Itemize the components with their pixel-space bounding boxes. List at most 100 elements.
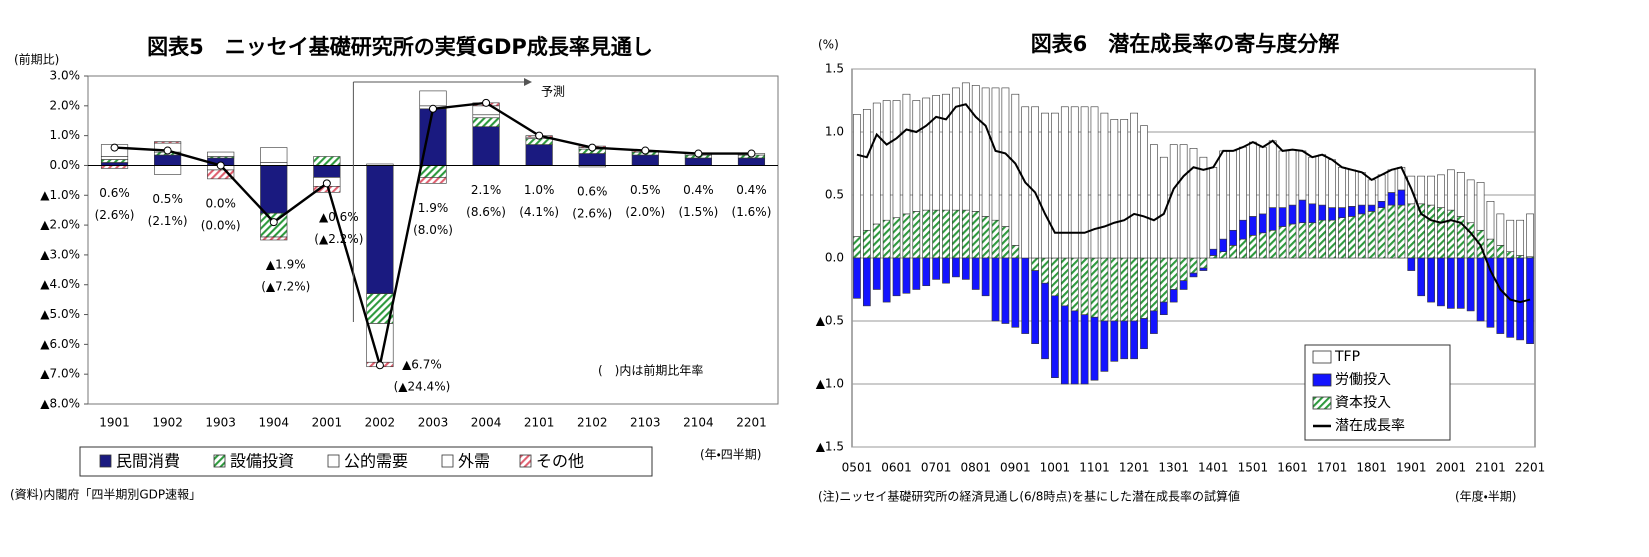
bar-segment	[1130, 112, 1138, 259]
legend-label: 設備投資	[230, 452, 294, 471]
legend-swatch	[1312, 350, 1332, 364]
bar-segment	[1288, 149, 1297, 206]
bar-segment	[1268, 207, 1277, 231]
bar-segment	[1486, 238, 1495, 259]
bar-segment	[1239, 238, 1247, 259]
bar-segment	[1249, 216, 1257, 236]
bar-segment	[1159, 257, 1168, 303]
annualized-label: (▲24.4%)	[394, 380, 451, 394]
bar-segment	[1466, 257, 1475, 312]
bar-segment	[952, 209, 960, 259]
bar-segment	[1120, 257, 1129, 322]
bar-segment	[1051, 295, 1059, 378]
bar-segment	[1080, 106, 1089, 259]
y-tick-label: 1.0%	[50, 128, 81, 142]
bar-segment	[472, 114, 500, 119]
bar-segment	[1229, 245, 1237, 259]
legend-swatch	[441, 454, 454, 468]
bar-segment	[1070, 257, 1079, 312]
x-tick-label: 2001	[312, 416, 343, 430]
line-point	[216, 161, 225, 170]
bar-segment	[1456, 172, 1465, 217]
bar-segment	[207, 169, 235, 180]
bar-segment	[1031, 257, 1039, 271]
x-tick-label: 1801	[1356, 461, 1387, 475]
bar-segment	[991, 257, 1000, 322]
bar-segment	[313, 165, 341, 178]
bar-segment	[1189, 148, 1198, 259]
bar-segment	[1437, 174, 1445, 208]
legend-swatch	[1312, 373, 1332, 387]
bar-segment	[1060, 257, 1069, 307]
x-label: (年・四半期)	[700, 448, 761, 462]
bar-segment	[1496, 245, 1505, 259]
bar-segment	[1348, 216, 1356, 259]
bar-segment	[1377, 207, 1386, 259]
annualized-label: (8.6%)	[466, 205, 506, 219]
bar-segment	[1377, 174, 1386, 202]
bar-segment	[1090, 316, 1099, 381]
bar-segment	[1060, 305, 1069, 385]
x-tick-label: 2104	[683, 416, 714, 430]
legend-label: 公的需要	[344, 452, 408, 471]
annotation: 予測	[541, 85, 565, 99]
bar-segment	[1001, 257, 1010, 324]
bar-segment	[1100, 257, 1109, 322]
bar-segment	[1209, 248, 1218, 256]
bar-segment	[1308, 203, 1317, 224]
y-tick-label: 0.0	[825, 251, 844, 265]
bar-segment	[472, 105, 500, 116]
value-label: ▲0.6%	[319, 210, 359, 224]
value-label: ▲6.7%	[402, 358, 442, 372]
bar-segment	[1506, 257, 1515, 338]
bar-segment	[1189, 257, 1198, 274]
bar-segment	[1288, 204, 1297, 225]
bar-segment	[1446, 257, 1455, 309]
bar-segment	[853, 114, 861, 237]
y-tick-label: ▲1.5	[816, 440, 844, 454]
x-tick-label: 2004	[471, 416, 502, 430]
bar-segment	[1130, 320, 1138, 360]
bar-segment	[578, 153, 606, 166]
bar-segment	[912, 100, 921, 212]
bar-segment	[961, 82, 970, 211]
bar-segment	[154, 165, 182, 175]
legend-swatch	[327, 454, 340, 468]
bar-segment	[472, 126, 500, 166]
bar-segment	[932, 209, 941, 259]
bar-segment	[1130, 257, 1138, 322]
bar-segment	[1476, 182, 1485, 231]
x-tick-label: 1201	[1119, 461, 1150, 475]
y-tick-label: ▲8.0%	[40, 397, 80, 411]
bar-segment	[1249, 141, 1257, 217]
value-label: ▲1.9%	[266, 258, 306, 272]
bar-segment	[1387, 204, 1396, 259]
bar-segment	[419, 90, 447, 107]
note: ( )内は前期比年率	[598, 363, 703, 378]
bar-segment	[932, 257, 941, 280]
bar-segment	[1041, 257, 1049, 284]
bar-segment	[932, 95, 941, 211]
annualized-label: (▲2.2%)	[314, 232, 363, 246]
x-tick-label: 2103	[630, 416, 661, 430]
bar-segment	[1506, 219, 1515, 252]
title: 図表5 ニッセイ基礎研究所の実質GDP成長率見通し	[147, 35, 653, 59]
bar-segment	[1239, 146, 1247, 221]
bar-segment	[912, 211, 921, 259]
bar-segment	[892, 100, 901, 218]
bar-segment	[1318, 154, 1327, 206]
bar-segment	[1120, 320, 1129, 360]
bar-segment	[971, 211, 980, 259]
y-label: (前期比)	[14, 52, 59, 67]
bar-segment	[1229, 229, 1237, 246]
bar-segment	[1427, 257, 1435, 303]
bar-segment	[366, 165, 394, 294]
bar-segment	[1169, 257, 1178, 290]
bar-segment	[1060, 106, 1069, 259]
bar-segment	[1298, 222, 1307, 259]
bar-segment	[991, 219, 1000, 259]
bar-segment	[1506, 251, 1515, 259]
bar-segment	[1021, 257, 1030, 334]
y-tick-label: ▲0.5	[816, 314, 844, 328]
